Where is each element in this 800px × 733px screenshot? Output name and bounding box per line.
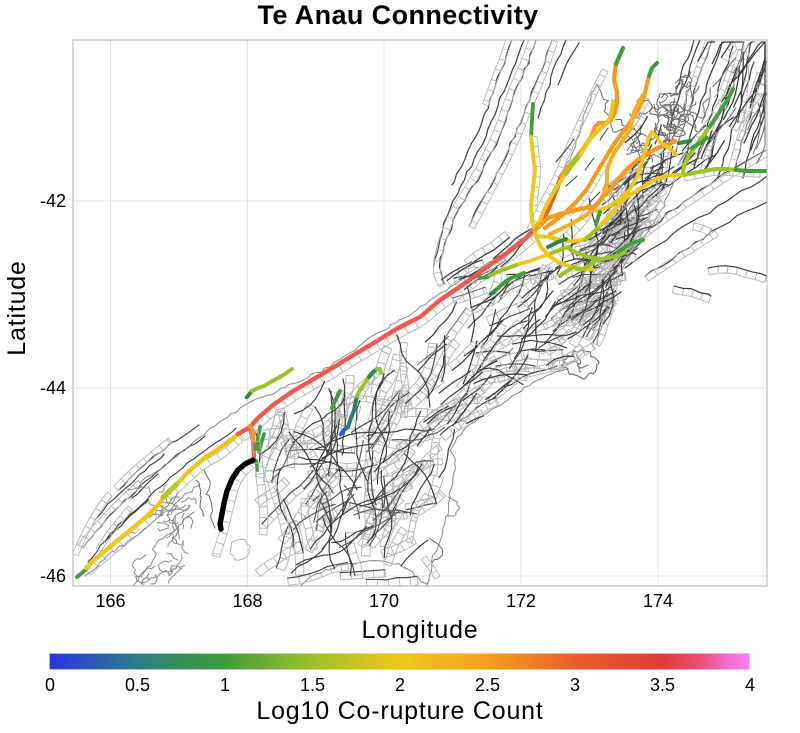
svg-text:Latitude: Latitude [3,260,31,355]
svg-text:3.5: 3.5 [650,675,675,695]
svg-text:170: 170 [369,591,399,611]
svg-text:Te Anau Connectivity: Te Anau Connectivity [257,0,538,30]
svg-text:2.5: 2.5 [475,675,500,695]
svg-text:-46: -46 [40,566,66,586]
svg-text:174: 174 [643,591,673,611]
svg-text:166: 166 [95,591,125,611]
svg-text:Longitude: Longitude [361,616,478,644]
svg-text:1: 1 [220,675,230,695]
svg-text:168: 168 [232,591,262,611]
svg-text:-44: -44 [40,378,66,398]
svg-text:4: 4 [745,675,755,695]
svg-text:Log10 Co-rupture Count: Log10 Co-rupture Count [256,697,543,725]
svg-text:3: 3 [570,675,580,695]
svg-text:0: 0 [45,675,55,695]
svg-text:0.5: 0.5 [125,675,150,695]
svg-text:1.5: 1.5 [300,675,325,695]
svg-text:172: 172 [506,591,536,611]
svg-text:-42: -42 [40,191,66,211]
svg-text:2: 2 [395,675,405,695]
